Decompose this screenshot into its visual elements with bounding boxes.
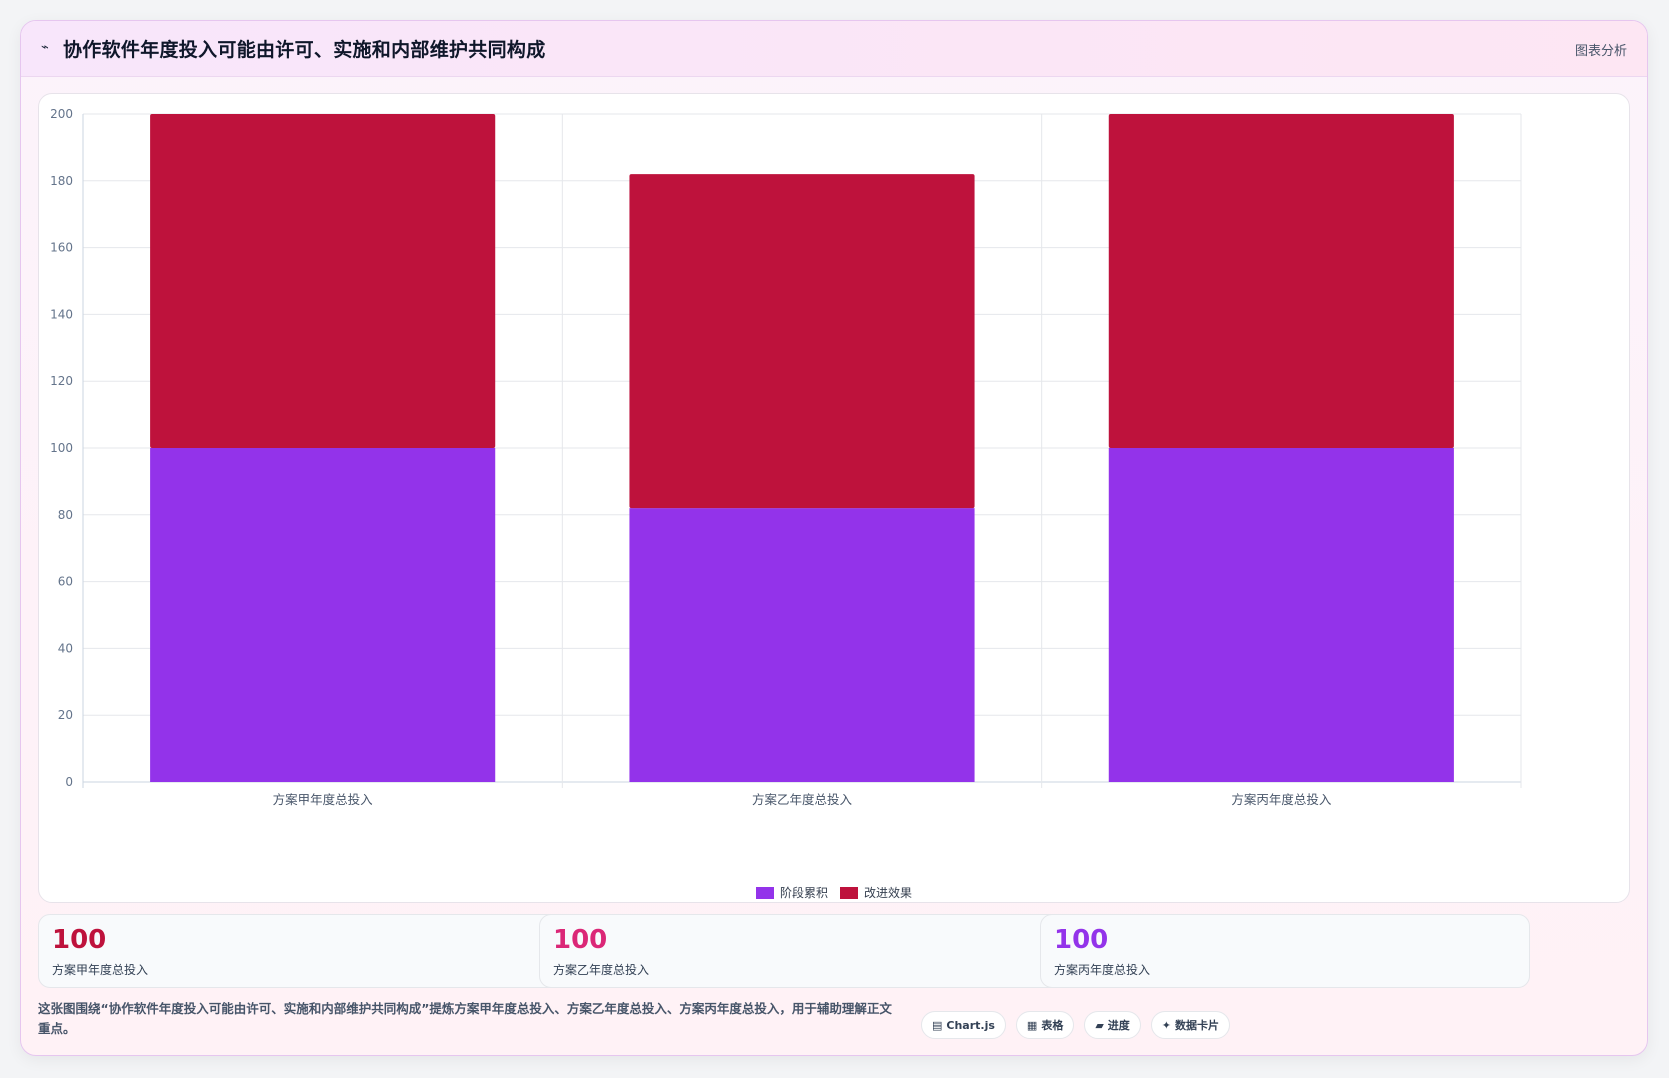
chip-table[interactable]: ▦ 表格 [1015,1011,1075,1039]
stat-label: 方案乙年度总投入 [553,963,650,977]
chart-icon: ▤ [932,1018,943,1032]
bar-segment [1108,448,1454,782]
chart-panel: 0 20 40 60 80 100 120 140 160 180 200 方案甲年度总投入 方案乙年度… [38,93,1630,903]
x-tick-label: 方案乙年度总投入 [752,792,853,807]
y-tick-label: 200 [50,107,73,121]
stat-label: 方案甲年度总投入 [52,963,149,977]
feature-chips: ▤ Chart.js ▦ 表格 ▰ 进度 ✦ 数据卡片 [921,1011,1231,1039]
chip-data-card[interactable]: ✦ 数据卡片 [1150,1011,1231,1039]
stacked-bar-chart: 0 20 40 60 80 100 120 140 160 180 200 方案甲年度总投入 方案乙年度… [50,107,1522,807]
legend-swatch [840,886,858,899]
x-tick-label: 方案甲年度总投入 [273,792,374,807]
stat-label: 方案丙年度总投入 [1054,963,1151,977]
page-title: 协作软件年度投入可能由许可、实施和内部维护共同构成 [63,39,546,61]
bar-segment [629,174,975,509]
progress-icon: ▰ [1095,1018,1104,1032]
bar-segment [150,448,496,782]
bar-segment [629,508,975,782]
table-icon: ▦ [1026,1018,1038,1032]
legend-item[interactable]: 阶段累积 [755,884,828,901]
y-tick-label: 80 [58,508,73,522]
bar-segment [150,114,496,448]
legend-label: 阶段累积 [779,886,828,900]
chip-chartjs[interactable]: ▤ Chart.js [921,1011,1006,1039]
y-tick-label: 20 [58,708,73,722]
y-tick-label: 60 [58,575,73,589]
stat-value: 100 [1054,925,1109,955]
legend-item[interactable]: 改进效果 [840,884,912,901]
chip-label: 表格 [1041,1019,1064,1032]
chart-legend: 阶段累积 改进效果 [39,884,1629,901]
y-tick-label: 160 [50,241,73,255]
stat-card-a: 100 方案甲年度总投入 [38,914,562,988]
chart-card: ⌁ 协作软件年度投入可能由许可、实施和内部维护共同构成 图表分析 0 20 40 60… [20,20,1648,1056]
card-header: ⌁ 协作软件年度投入可能由许可、实施和内部维护共同构成 图表分析 [21,21,1647,77]
y-tick-label: 120 [50,374,73,388]
chip-label: Chart.js [946,1018,995,1032]
legend-swatch [755,886,774,899]
stat-value: 100 [52,925,107,955]
legend-label: 改进效果 [864,886,913,900]
y-tick-label: 40 [58,641,73,655]
trend-icon: ⌁ [41,40,49,55]
y-tick-label: 140 [50,307,73,321]
y-tick-label: 100 [50,441,73,455]
stat-cards: 100 方案甲年度总投入 100 方案乙年度总投入 100 方案丙年度总投入 [38,914,1630,988]
stat-card-c: 100 方案丙年度总投入 [1040,914,1530,988]
y-tick-label: 180 [50,174,73,188]
chip-label: 数据卡片 [1175,1019,1220,1032]
stat-card-b: 100 方案乙年度总投入 [539,914,1063,988]
bar-segment [1108,114,1454,448]
x-tick-label: 方案丙年度总投入 [1231,792,1332,807]
chart-description: 这张图围绕“协作软件年度投入可能由许可、实施和内部维护共同构成”提炼方案甲年度总… [38,1001,892,1036]
chip-label: 进度 [1107,1019,1130,1032]
stat-value: 100 [553,925,608,955]
chip-progress[interactable]: ▰ 进度 [1084,1011,1141,1039]
y-tick-label: 0 [65,775,73,789]
analysis-tag[interactable]: 图表分析 [1574,44,1627,59]
sparkle-icon: ✦ [1161,1018,1172,1032]
